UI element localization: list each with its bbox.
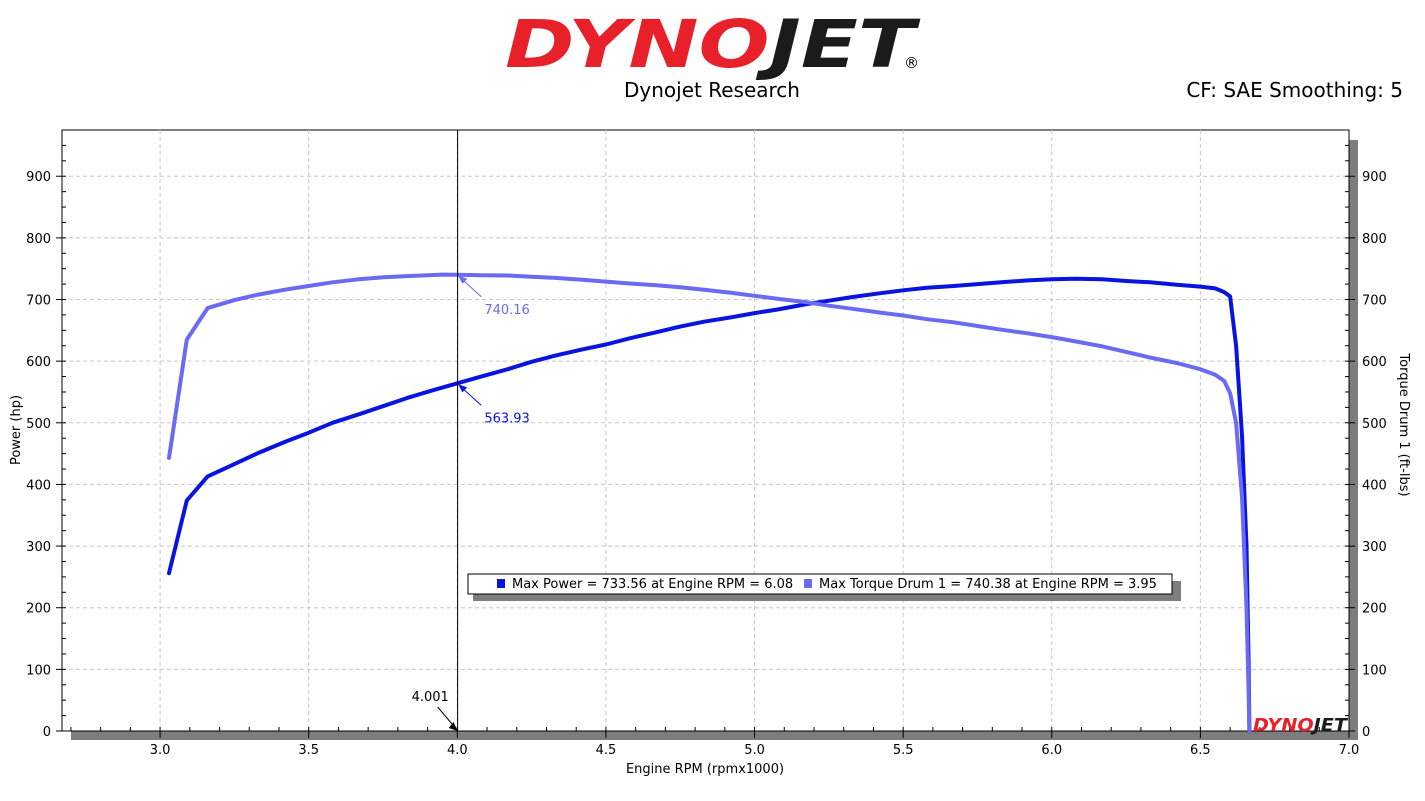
x-tick-label: 3.0 [150,743,171,758]
dynojet-watermark: DYNO JET [1253,715,1349,736]
y-tick-label: 200 [26,602,51,617]
cursor-arrow-line [437,706,455,728]
cursor-label: 4.001 [412,690,449,705]
x-tick-label: 4.5 [596,743,617,758]
y2-tick-label: 700 [1362,294,1387,309]
x-tick-label: 4.0 [447,743,468,758]
registered-mark: ® [904,54,919,72]
y2-tick-label: 300 [1362,540,1387,555]
y2-tick-label: 400 [1362,478,1387,493]
y-tick-label: 700 [26,294,51,309]
x-tick-label: 3.5 [298,743,319,758]
right-axis-bar[interactable] [1349,140,1358,740]
torque-line [167,272,1252,733]
company-name: Dynojet Research [624,78,800,102]
y2-axis-label: Torque Drum 1 (ft-lbs) [1396,352,1411,496]
cursor-arrow-head [448,722,458,731]
legend-box [467,573,1173,595]
y2-tick-label: 900 [1362,170,1387,185]
legend-item-power: Max Power = 733.56 at Engine RPM = 6.08 [512,577,793,592]
y2-tick-label: 500 [1362,417,1387,432]
brand-logo: DYNO JET ® [505,6,921,83]
y2-tick-label: 100 [1362,663,1387,678]
y2-tick-label: 200 [1362,602,1387,617]
x-tick-label: 6.5 [1190,743,1211,758]
y2-tick-label: 0 [1362,725,1370,740]
power-line [167,276,1252,733]
settings-text: CF: SAE Smoothing: 5 [1186,78,1403,102]
y-tick-label: 800 [26,232,51,247]
y-tick-label: 500 [26,417,51,432]
y-tick-label: 0 [43,725,51,740]
legend-item-torque: Max Torque Drum 1 = 740.38 at Engine RPM… [819,577,1157,592]
x-tick-label: 7.0 [1339,743,1360,758]
rpm-cursor[interactable]: 4.001 [412,130,459,731]
legend: Max Power = 733.56 at Engine RPM = 6.08 … [467,573,1181,601]
grid-lines [62,130,1349,731]
y-axis-label: Power (hp) [9,395,24,465]
annotation-arrow [458,275,468,284]
bottom-axis-bar[interactable] [71,731,1358,740]
legend-swatch-torque [804,579,812,588]
annotation-power-value: 563.93 [484,411,530,426]
y-tick-label: 400 [26,478,51,493]
x-tick-label: 5.0 [744,743,765,758]
series-lines [167,272,1252,733]
y-tick-label: 600 [26,355,51,370]
annotation-torque-value: 740.16 [484,303,530,318]
legend-swatch-power [497,579,505,588]
brand-logo-text: DYNO JET [505,6,921,83]
x-tick-label: 6.0 [1041,743,1062,758]
x-tick-label: 5.5 [893,743,914,758]
y-tick-label: 900 [26,170,51,185]
y2-tick-label: 800 [1362,232,1387,247]
x-axis-label: Engine RPM (rpmx1000) [626,762,784,777]
plot-area [61,129,1350,732]
y-tick-label: 100 [26,663,51,678]
annotation-arrow [458,384,468,393]
y-tick-label: 300 [26,540,51,555]
y2-tick-label: 600 [1362,355,1387,370]
annotations: 563.93 740.16 [458,275,530,426]
